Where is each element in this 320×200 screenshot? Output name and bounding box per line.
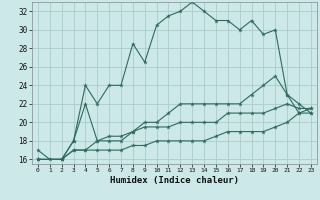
X-axis label: Humidex (Indice chaleur): Humidex (Indice chaleur) xyxy=(110,176,239,185)
